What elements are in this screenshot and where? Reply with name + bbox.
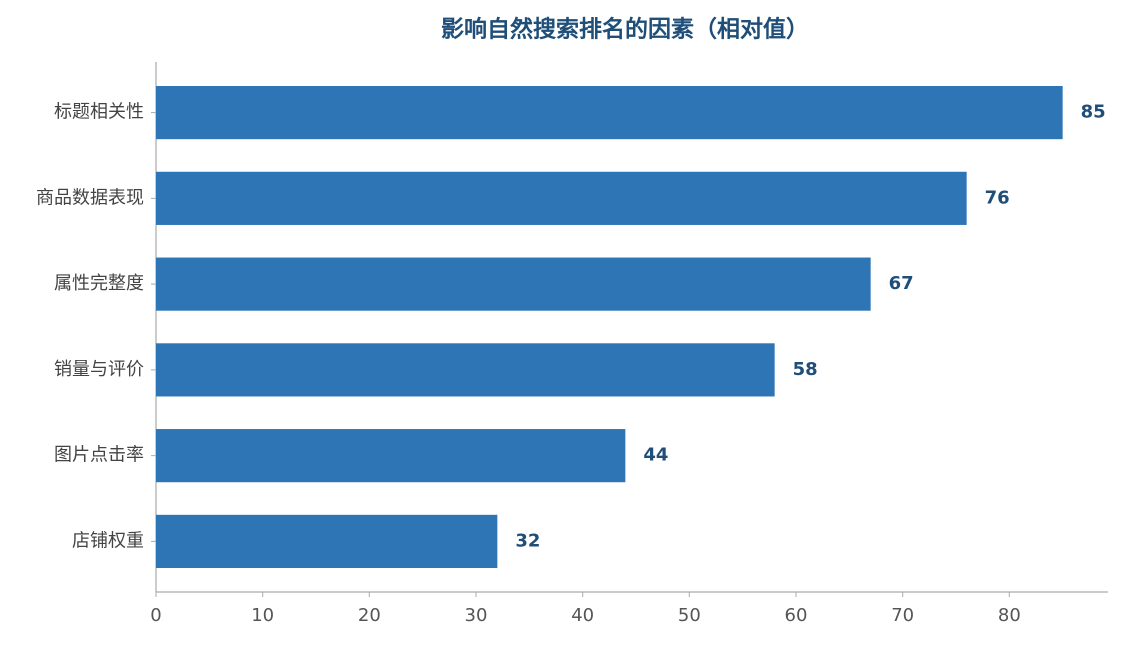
bar — [156, 86, 1063, 140]
value-label: 58 — [793, 359, 818, 380]
y-tick-label: 商品数据表现 — [36, 187, 144, 208]
y-tick-label: 店铺权重 — [72, 530, 144, 551]
bar — [156, 257, 871, 311]
x-tick-label: 0 — [150, 605, 161, 626]
chart-title: 影响自然搜索排名的因素（相对值） — [441, 16, 809, 43]
x-tick-label: 50 — [678, 605, 701, 626]
bar — [156, 343, 775, 397]
x-tick-label: 70 — [891, 605, 914, 626]
x-tick-label: 40 — [571, 605, 594, 626]
x-tick-label: 10 — [251, 605, 274, 626]
value-label: 76 — [985, 187, 1010, 208]
y-tick-label: 销量与评价 — [54, 359, 144, 380]
value-label: 44 — [643, 445, 668, 466]
y-tick-label: 图片点击率 — [54, 445, 144, 466]
x-tick-label: 80 — [998, 605, 1021, 626]
x-tick-label: 30 — [465, 605, 488, 626]
value-label: 85 — [1081, 102, 1106, 123]
bar — [156, 171, 967, 225]
value-label: 67 — [889, 273, 914, 294]
x-tick-label: 60 — [785, 605, 808, 626]
x-tick-label: 20 — [358, 605, 381, 626]
bar — [156, 429, 626, 483]
y-tick-label: 属性完整度 — [54, 273, 144, 294]
value-label: 32 — [515, 530, 540, 551]
y-tick-label: 标题相关性 — [54, 102, 144, 123]
bar — [156, 514, 498, 568]
